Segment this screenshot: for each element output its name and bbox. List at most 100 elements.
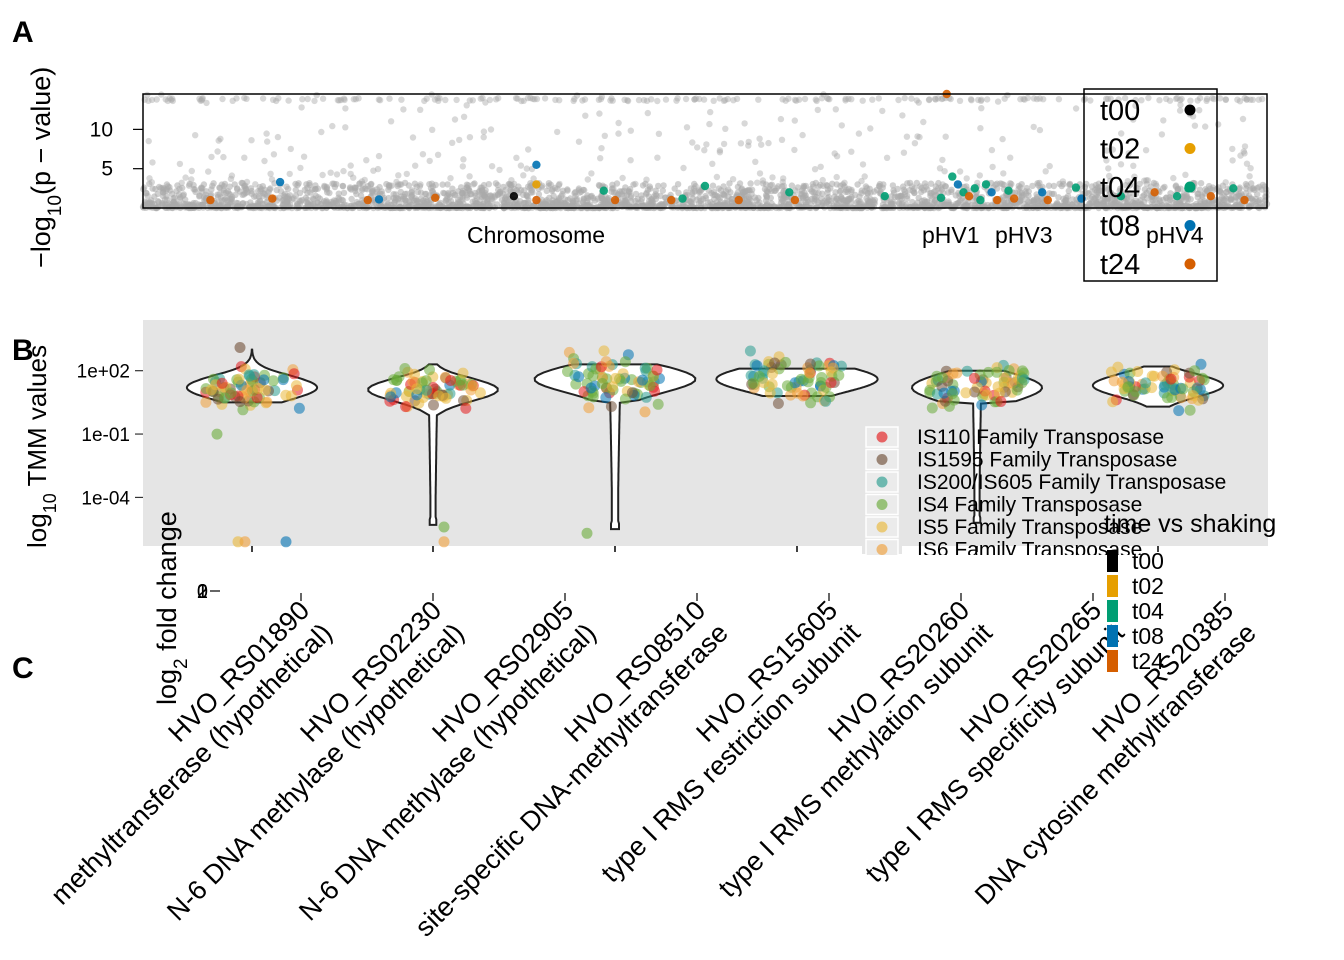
- background-point: [337, 96, 345, 104]
- background-point: [654, 154, 661, 161]
- background-point: [795, 96, 803, 103]
- background-point: [1222, 179, 1229, 186]
- background-point: [1163, 95, 1170, 103]
- background-point: [859, 161, 867, 168]
- violin-5: [910, 369, 1044, 524]
- background-point: [927, 180, 935, 187]
- background-point: [335, 97, 343, 104]
- background-point: [737, 203, 744, 210]
- background-point: [934, 95, 942, 102]
- background-point: [471, 189, 479, 197]
- background-point: [1066, 180, 1074, 188]
- background-point: [1040, 96, 1047, 103]
- background-point: [155, 198, 162, 206]
- time-legend-label: t00: [1132, 548, 1164, 574]
- background-point: [508, 177, 515, 184]
- background-point: [147, 204, 155, 211]
- background-point: [626, 188, 633, 196]
- background-point: [304, 95, 311, 103]
- background-point: [517, 162, 525, 169]
- background-point: [190, 199, 197, 207]
- violin-3: [533, 363, 697, 531]
- fold-change-y-tick-label: 2: [197, 581, 208, 603]
- violin-point: [573, 371, 585, 383]
- background-point: [680, 164, 687, 172]
- background-point: [148, 179, 155, 186]
- violin-point: [233, 373, 245, 385]
- violin-point: [744, 345, 756, 357]
- background-point: [791, 96, 799, 104]
- background-point: [654, 97, 661, 105]
- background-point: [1203, 95, 1211, 103]
- background-point: [529, 95, 536, 103]
- background-point: [703, 141, 710, 148]
- background-point: [1229, 145, 1236, 153]
- background-point: [689, 139, 696, 146]
- background-point: [459, 187, 467, 195]
- background-point: [778, 199, 785, 206]
- background-point: [728, 199, 735, 206]
- background-point: [177, 194, 184, 201]
- manhattan-legend: t00 t02 t04 t08 t24: [1083, 88, 1218, 282]
- violin-point: [457, 367, 469, 379]
- background-point: [1104, 95, 1112, 103]
- background-point: [269, 96, 277, 104]
- background-point: [854, 181, 861, 188]
- background-point: [1156, 97, 1163, 104]
- violin-point: [802, 376, 814, 388]
- background-point: [920, 118, 927, 126]
- background-point: [241, 183, 248, 190]
- violin-point: [619, 356, 631, 368]
- violin-point: [252, 382, 264, 394]
- background-point: [994, 98, 1002, 105]
- background-point: [1241, 150, 1248, 157]
- background-point: [945, 198, 952, 205]
- background-point: [720, 140, 728, 148]
- background-point: [833, 173, 840, 181]
- background-point: [233, 95, 240, 102]
- violin-point: [293, 402, 305, 414]
- background-point: [1166, 97, 1174, 104]
- background-point: [1107, 177, 1114, 185]
- ylabel-a-main: −log: [26, 216, 56, 268]
- background-point: [580, 196, 587, 203]
- time-legend-key-t24: [1107, 650, 1118, 672]
- background-point: [153, 96, 160, 103]
- background-point: [198, 96, 206, 103]
- background-point: [500, 183, 507, 191]
- violin-point: [982, 366, 994, 378]
- background-point: [227, 175, 235, 182]
- violin-point: [1122, 381, 1134, 393]
- background-point: [932, 96, 939, 103]
- background-point: [837, 182, 844, 190]
- highlight-point-t24: [993, 195, 1002, 205]
- ylabel-b-sub: 10: [40, 493, 60, 513]
- background-point: [434, 151, 442, 158]
- background-point: [971, 202, 978, 209]
- background-point: [1103, 95, 1110, 103]
- background-point: [514, 95, 521, 102]
- violin-outlier-point: [239, 536, 251, 548]
- background-point: [315, 194, 322, 201]
- background-point: [239, 200, 247, 207]
- violin-point: [938, 387, 950, 399]
- background-point: [597, 95, 605, 103]
- background-point: [228, 172, 236, 179]
- background-point: [1138, 97, 1145, 104]
- highlight-point-t08: [953, 180, 963, 189]
- background-point: [197, 97, 204, 104]
- violin-point: [764, 387, 776, 399]
- background-point: [1087, 97, 1094, 104]
- background-point: [395, 172, 402, 179]
- ylabel-c-rest: fold change: [152, 511, 182, 658]
- background-point: [1240, 148, 1248, 155]
- background-point: [1141, 177, 1148, 184]
- background-point: [243, 95, 250, 103]
- background-point: [831, 150, 838, 157]
- violin-point: [1184, 404, 1196, 416]
- background-point: [334, 97, 342, 104]
- background-point: [721, 96, 729, 104]
- background-point: [753, 197, 760, 204]
- background-point: [831, 193, 838, 200]
- background-point: [696, 95, 703, 103]
